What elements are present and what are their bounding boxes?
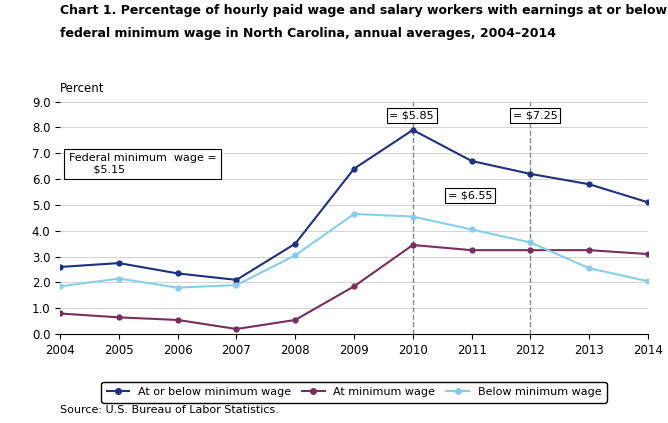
At or below minimum wage — [350, 166, 358, 171]
Below minimum wage — [409, 214, 417, 219]
Text: Percent: Percent — [60, 82, 105, 95]
At or below minimum wage — [115, 261, 123, 266]
At or below minimum wage — [409, 127, 417, 132]
Below minimum wage — [115, 276, 123, 281]
At minimum wage — [56, 311, 64, 316]
At minimum wage — [585, 247, 593, 253]
At or below minimum wage — [56, 264, 64, 269]
Text: Federal minimum  wage =
       $5.15: Federal minimum wage = $5.15 — [69, 153, 216, 175]
Line: At minimum wage: At minimum wage — [57, 242, 651, 332]
Below minimum wage — [56, 284, 64, 289]
At minimum wage — [644, 252, 652, 257]
At minimum wage — [232, 327, 240, 332]
Text: Source: U.S. Bureau of Labor Statistics.: Source: U.S. Bureau of Labor Statistics. — [60, 404, 279, 415]
Below minimum wage — [644, 279, 652, 284]
At or below minimum wage — [174, 271, 182, 276]
Below minimum wage — [468, 227, 476, 232]
Legend: At or below minimum wage, At minimum wage, Below minimum wage: At or below minimum wage, At minimum wag… — [102, 382, 607, 403]
Text: federal minimum wage in North Carolina, annual averages, 2004–2014: federal minimum wage in North Carolina, … — [60, 27, 556, 41]
At or below minimum wage — [232, 277, 240, 283]
Text: Chart 1. Percentage of hourly paid wage and salary workers with earnings at or b: Chart 1. Percentage of hourly paid wage … — [60, 4, 668, 17]
Below minimum wage — [350, 212, 358, 217]
Line: Below minimum wage: Below minimum wage — [57, 212, 651, 290]
Text: = $6.55: = $6.55 — [448, 191, 492, 201]
At or below minimum wage — [585, 182, 593, 187]
At minimum wage — [174, 317, 182, 322]
At minimum wage — [468, 247, 476, 253]
Below minimum wage — [585, 266, 593, 271]
At minimum wage — [115, 315, 123, 320]
At minimum wage — [350, 284, 358, 289]
At or below minimum wage — [644, 200, 652, 205]
Below minimum wage — [232, 283, 240, 288]
Text: = $7.25: = $7.25 — [513, 110, 558, 121]
Below minimum wage — [526, 240, 534, 245]
Below minimum wage — [291, 253, 299, 258]
At or below minimum wage — [526, 171, 534, 176]
At minimum wage — [291, 317, 299, 322]
At minimum wage — [409, 242, 417, 247]
Line: At or below minimum wage: At or below minimum wage — [57, 127, 651, 282]
At or below minimum wage — [468, 159, 476, 164]
At or below minimum wage — [291, 241, 299, 246]
Text: = $5.85: = $5.85 — [389, 110, 434, 121]
At minimum wage — [526, 247, 534, 253]
Below minimum wage — [174, 285, 182, 290]
